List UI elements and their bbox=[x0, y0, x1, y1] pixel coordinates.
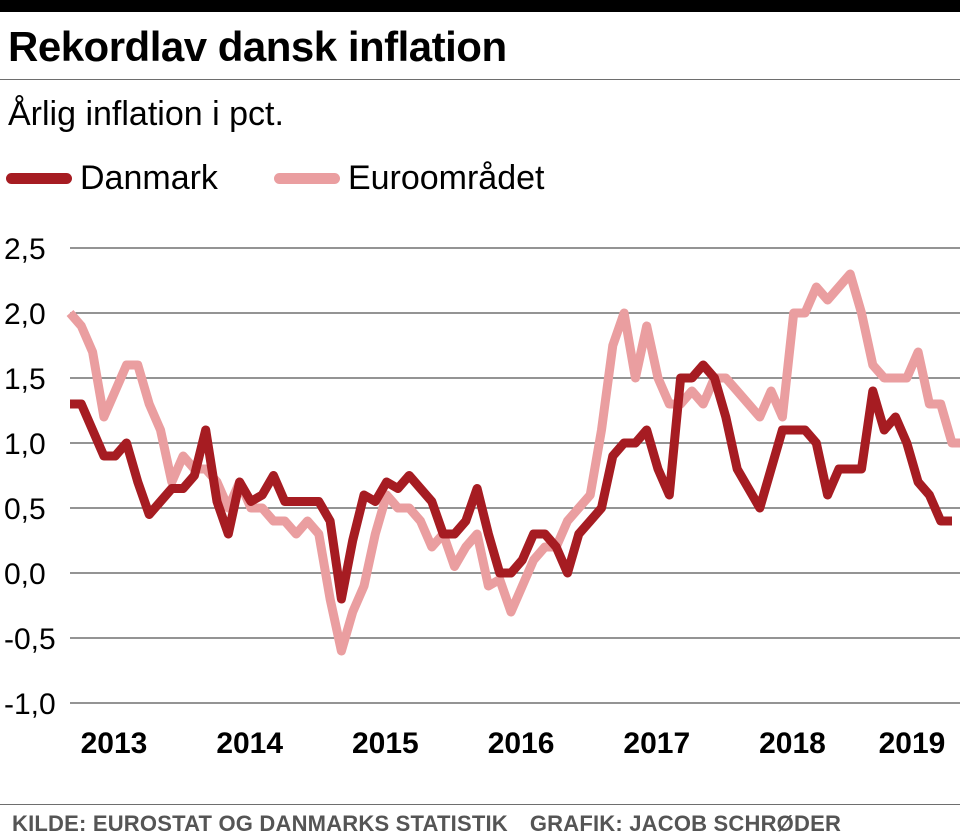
top-bar bbox=[0, 0, 960, 12]
legend-item-danmark: Danmark bbox=[6, 156, 218, 200]
y-tick-label: 1,0 bbox=[4, 428, 46, 461]
y-tick-label: 2,5 bbox=[4, 233, 46, 266]
chart-title: Rekordlav dansk inflation bbox=[8, 23, 507, 70]
x-tick-label: 2014 bbox=[216, 727, 283, 760]
y-tick-label: 0,5 bbox=[4, 493, 46, 526]
y-tick-label: -0,5 bbox=[4, 623, 56, 656]
x-tick-label: 2019 bbox=[879, 727, 946, 760]
legend-swatch-euroomraadet bbox=[273, 172, 340, 184]
y-tick-label: 0,0 bbox=[4, 558, 46, 591]
title-divider bbox=[0, 79, 960, 80]
legend-label-danmark: Danmark bbox=[80, 159, 218, 197]
x-tick-label: 2018 bbox=[759, 727, 826, 760]
x-tick-label: 2013 bbox=[81, 727, 148, 760]
x-axis-labels: 2013 2014 2015 2016 2017 2018 2019 bbox=[81, 727, 946, 760]
legend-label-euroomraadet: Euroområdet bbox=[347, 159, 545, 197]
chart-subtitle: Årlig inflation i pct. bbox=[8, 95, 284, 133]
source-credit: KILDE: EUROSTAT OG DANMARKS STATISTIK bbox=[12, 811, 508, 836]
legend-item-euroomraadet: Euroområdet bbox=[273, 156, 545, 200]
x-tick-label: 2017 bbox=[623, 727, 690, 760]
y-axis-labels: 2,5 2,0 1,5 1,0 0,5 0,0 -0,5 -1,0 bbox=[4, 233, 56, 721]
series-line-euroomraadet bbox=[66, 269, 960, 656]
legend: Danmark Euroområdet bbox=[6, 156, 600, 200]
graphic-credit: GRAFIK: JACOB SCHRØDER bbox=[529, 811, 842, 836]
line-chart: 2,52,01,51,00,50,0-0,5-1,0 2013 2014 2015 2… bbox=[4, 233, 960, 760]
x-tick-label: 2015 bbox=[352, 727, 419, 760]
legend-swatch-danmark bbox=[6, 172, 72, 184]
y-tick-label: 2,0 bbox=[4, 298, 46, 331]
series-lines bbox=[66, 269, 960, 656]
y-tick-label: -1,0 bbox=[4, 688, 56, 721]
series-line-danmark bbox=[70, 360, 952, 604]
footer: KILDE: EUROSTAT OG DANMARKS STATISTIK GRA… bbox=[12, 810, 841, 838]
footer-divider bbox=[0, 804, 960, 805]
x-tick-label: 2016 bbox=[488, 727, 555, 760]
y-tick-label: 1,5 bbox=[4, 363, 46, 396]
